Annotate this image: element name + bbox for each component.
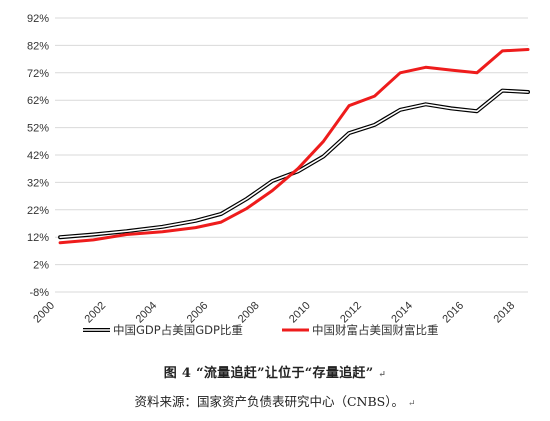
figure-caption-text: 图 4 “流量追赶”让位于“存量追赶” xyxy=(163,366,374,381)
legend-label-gdp: 中国GDP占美国GDP比重 xyxy=(113,323,243,337)
x-tick-label: 2016 xyxy=(440,300,466,326)
paragraph-mark-icon: ↵ xyxy=(407,399,416,409)
legend-label-wealth: 中国财富占美国财富比重 xyxy=(312,323,439,337)
y-tick-label: 32% xyxy=(27,177,49,189)
series-line-gdp-inner xyxy=(59,89,529,238)
y-tick-label: 12% xyxy=(27,232,49,244)
y-tick-label: 62% xyxy=(27,95,49,107)
source-caption: 资料来源：国家资产负债表研究中心（CNBS）。 ↵ xyxy=(0,391,550,410)
x-tick-label: 2014 xyxy=(389,300,415,326)
figure-caption: 图 4 “流量追赶”让位于“存量追赶” ↵ xyxy=(0,362,550,381)
paragraph-mark-icon: ↵ xyxy=(378,370,387,380)
chart: -8%2%12%22%32%42%52%62%72%82%92% 2000 200… xyxy=(27,13,530,337)
x-tick-label: 2000 xyxy=(31,300,57,326)
x-tick-label: 2018 xyxy=(492,300,518,326)
source-caption-text: 资料来源：国家资产负债表研究中心（CNBS）。 xyxy=(134,394,404,409)
y-tick-label: -8% xyxy=(29,287,49,299)
y-tick-label: 92% xyxy=(27,13,49,25)
x-tick-label: 2012 xyxy=(338,300,364,326)
x-tick-label: 2008 xyxy=(236,300,262,326)
x-axis-tick-labels: 2000 2002 2004 2006 2008 2010 2012 2014 2016 2018 xyxy=(31,300,517,326)
series-lines xyxy=(58,48,530,245)
y-tick-label: 22% xyxy=(27,205,49,217)
y-axis-tick-labels: -8% 2% 12% 22% 32% 42% 52% 62% 72% 82% 92% xyxy=(27,13,49,299)
x-tick-label: 2002 xyxy=(82,300,108,326)
y-tick-label: 72% xyxy=(27,68,49,80)
legend: 中国GDP占美国GDP比重 中国财富占美国财富比重 xyxy=(83,323,439,337)
series-line-wealth xyxy=(58,48,530,245)
y-tick-label: 42% xyxy=(27,150,49,162)
x-tick-label: 2010 xyxy=(287,300,313,326)
y-tick-label: 2% xyxy=(33,260,49,272)
x-tick-label: 2004 xyxy=(134,300,160,326)
gridlines xyxy=(55,17,528,293)
series-line-gdp-outer xyxy=(58,88,530,240)
x-tick-label: 2006 xyxy=(185,300,211,326)
y-tick-label: 52% xyxy=(27,123,49,135)
y-tick-label: 82% xyxy=(27,40,49,52)
